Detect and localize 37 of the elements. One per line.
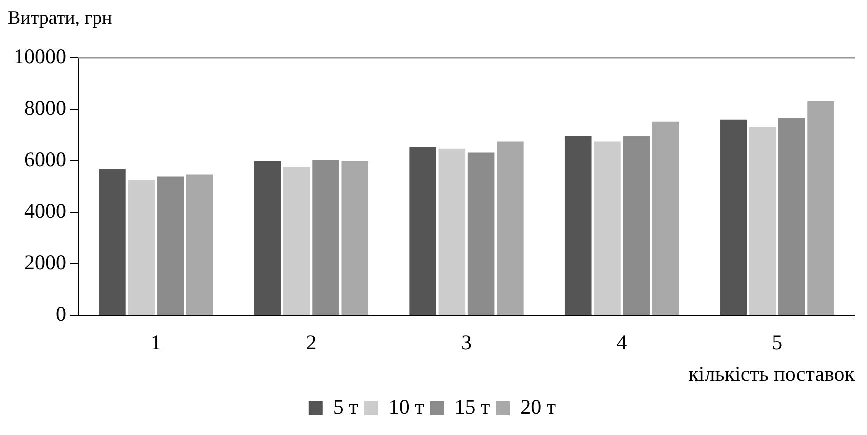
bar: [254, 162, 282, 316]
bar: [283, 167, 310, 316]
bar: [468, 152, 495, 316]
legend-label: 20 т: [520, 395, 556, 420]
y-tick-label: 8000: [24, 96, 66, 120]
bar: [808, 102, 834, 316]
bar: [564, 136, 592, 316]
bar: [623, 136, 650, 316]
y-axis-title: Витрати, грн: [8, 8, 112, 30]
bar: [778, 118, 806, 316]
bar: [128, 180, 155, 316]
bar: [594, 142, 621, 316]
bar: [157, 176, 184, 316]
bar: [312, 160, 340, 316]
bar: [99, 169, 126, 316]
y-tick-label: 0: [56, 302, 66, 326]
x-tick-label: 2: [306, 330, 317, 355]
bar: [438, 148, 466, 316]
bar: [652, 122, 680, 316]
y-tick-label: 6000: [24, 148, 66, 172]
x-tick-label: 5: [772, 330, 783, 355]
bar: [749, 127, 776, 316]
bar: [186, 174, 214, 316]
legend-label: 10 т: [388, 395, 424, 420]
x-axis-title: кількість поставок: [688, 362, 856, 386]
bar: [342, 162, 369, 316]
bar: [720, 120, 748, 316]
bar: [410, 147, 436, 316]
x-tick-label: 1: [150, 330, 162, 355]
y-tick-label: 4000: [24, 199, 66, 224]
bar: [497, 142, 524, 316]
legend-label: 15 т: [454, 395, 490, 420]
legend-label: 5 т: [333, 395, 358, 420]
y-tick-label: 2000: [24, 250, 66, 275]
x-tick-label: 3: [462, 330, 472, 355]
x-tick-label: 4: [616, 330, 628, 355]
y-tick-label: 10000: [14, 44, 66, 69]
